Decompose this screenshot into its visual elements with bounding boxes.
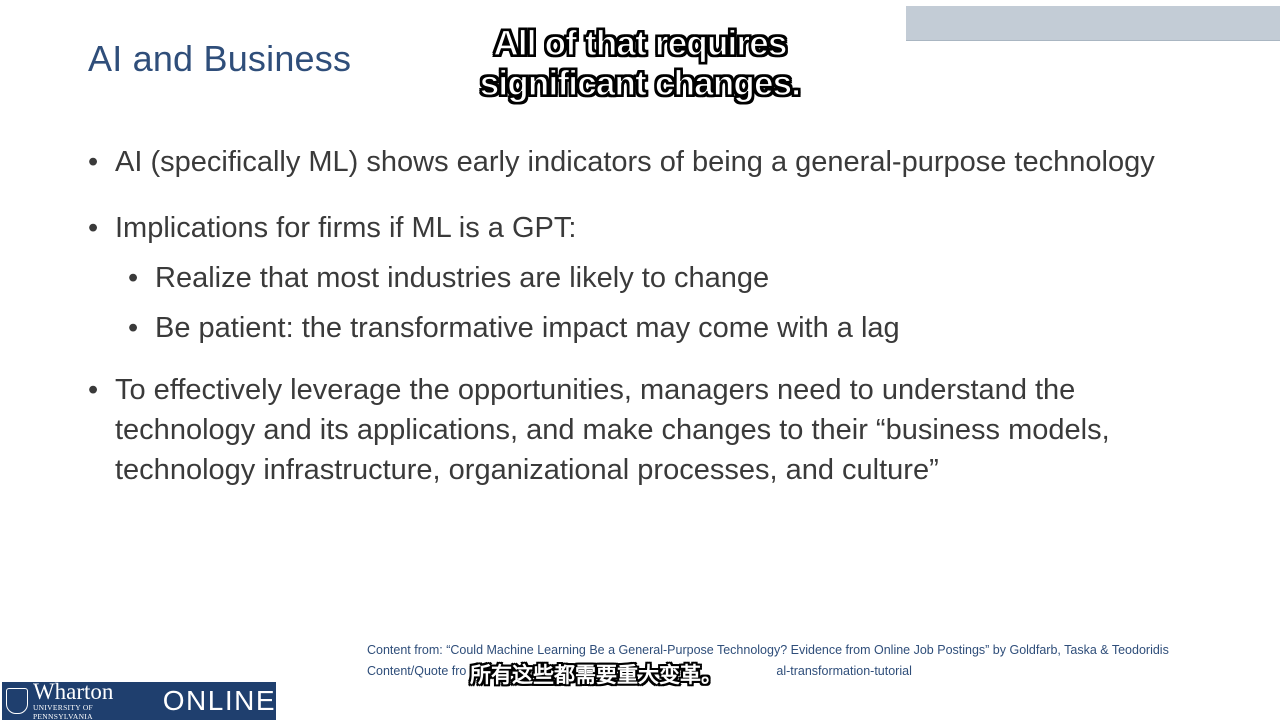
- sub-bullet-text: Be patient: the transformative impact ma…: [155, 312, 900, 344]
- source-citations: Content from: “Could Machine Learning Be…: [367, 640, 1267, 682]
- bullet-list: AI (specifically ML) shows early indicat…: [86, 142, 1206, 516]
- slide-title: AI and Business: [88, 38, 352, 79]
- source-line: Content/Quote fro al-transformation-tutor…: [367, 661, 1267, 682]
- source-fragment: Content/Quote fro: [367, 664, 467, 678]
- bullet-item: AI (specifically ML) shows early indicat…: [86, 142, 1206, 182]
- bullet-item: Implications for firms if ML is a GPT: R…: [86, 208, 1206, 348]
- university-seal-icon: [6, 688, 28, 714]
- english-subtitle: All of that requires significant changes…: [440, 23, 840, 104]
- source-line: Content from: “Could Machine Learning Be…: [367, 643, 1169, 657]
- bullet-text: Implications for firms if ML is a GPT:: [115, 212, 577, 244]
- bullet-text: To effectively leverage the opportunitie…: [115, 374, 1110, 486]
- top-banner-bar: [906, 6, 1280, 41]
- english-subtitle-line-2: significant changes.: [479, 63, 801, 103]
- logo-subline: University of Pennsylvania: [32, 703, 94, 720]
- logo-wordmark: Wharton University of Pennsylvania: [32, 679, 155, 720]
- sub-bullet-item: Realize that most industries are likely …: [115, 258, 1206, 298]
- sub-bullet-text: Realize that most industries are likely …: [155, 262, 770, 294]
- logo-name: Wharton: [32, 679, 114, 704]
- wharton-online-logo: Wharton University of Pennsylvania ONLIN…: [2, 679, 276, 720]
- sub-bullet-item: Be patient: the transformative impact ma…: [115, 308, 1206, 348]
- chinese-subtitle: 所有这些都需要重大变革。: [470, 663, 722, 687]
- logo-online: ONLINE: [162, 685, 276, 716]
- source-fragment: al-transformation-tutorial: [776, 664, 912, 678]
- bullet-item: To effectively leverage the opportunitie…: [86, 370, 1206, 490]
- bullet-text: AI (specifically ML) shows early indicat…: [115, 146, 1155, 178]
- sub-bullet-list: Realize that most industries are likely …: [115, 258, 1206, 348]
- english-subtitle-line-1: All of that requires: [493, 23, 788, 63]
